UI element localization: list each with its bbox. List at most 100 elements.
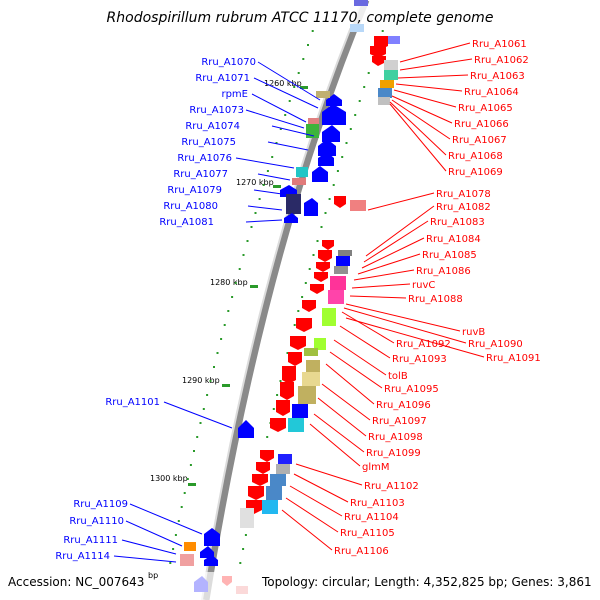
kbp-tick-mark [222, 384, 230, 387]
gene-arrow-reverse [290, 336, 306, 350]
label-connector [129, 503, 203, 535]
label-connector [309, 423, 361, 467]
gene-arrow-reverse [270, 418, 286, 432]
minor-tick-dot [238, 268, 241, 270]
minor-tick-dot [381, 30, 384, 32]
minor-tick-dot [186, 478, 189, 480]
gene-label: Rru_A1071 [195, 73, 250, 84]
label-connector [271, 125, 315, 137]
gene-arrow-reverse [310, 284, 324, 294]
gene-label: Rru_A1095 [384, 384, 439, 395]
label-connector [245, 219, 283, 223]
kbp-tick-mark [188, 483, 196, 486]
gene-label: Rru_A1066 [454, 119, 509, 130]
gene-arrow-forward [312, 166, 328, 182]
gene-label: rpmE [221, 89, 248, 100]
kbp-tick-mark [250, 285, 258, 288]
kbp-tick-label: 1260 kbp [264, 79, 302, 88]
minor-tick-dot [336, 170, 339, 172]
gene-arrow-reverse [370, 46, 386, 58]
label-connector [395, 83, 463, 92]
minor-tick-dot [258, 198, 261, 200]
gene-label: Rru_A1086 [416, 266, 471, 277]
gene-block [266, 486, 282, 500]
label-connector [345, 303, 461, 332]
gene-block [262, 500, 278, 514]
gene-label: Rru_A1093 [392, 354, 447, 365]
gene-label: Rru_A1067 [452, 135, 507, 146]
gene-arrow-forward [200, 546, 214, 558]
label-connector [345, 317, 485, 358]
gene-label: Rru_A1091 [486, 353, 541, 364]
minor-tick-dot [312, 254, 315, 256]
gene-arrow-reverse [318, 250, 332, 262]
label-connector [253, 77, 319, 109]
gene-arrow-forward [204, 528, 220, 546]
gene-label: Rru_A1080 [163, 201, 218, 212]
gene-label: Rru_A1084 [426, 234, 481, 245]
gene-arrow-reverse [314, 272, 328, 282]
gene-arrow-reverse [276, 400, 290, 416]
gene-arrow-reverse [334, 196, 346, 208]
kbp-tick-label: 1280 kbp [210, 278, 248, 287]
map-title: Rhodospirillum rubrum ATCC 11170, comple… [107, 10, 494, 26]
label-connector [357, 253, 421, 275]
gene-arrow-reverse [256, 462, 270, 474]
gene-label: Rru_A1083 [430, 217, 485, 228]
gene-arrow-reverse [248, 486, 264, 500]
gene-label: ruvC [412, 280, 435, 291]
minor-tick-dot [209, 380, 212, 382]
minor-tick-dot [183, 492, 186, 494]
gene-block [336, 256, 350, 266]
right-label-connectors [281, 42, 485, 551]
label-connector [367, 192, 435, 211]
gene-label: Rru_A1096 [376, 400, 431, 411]
kbp-tick-label: 1300 kbp [150, 474, 188, 483]
minor-tick-dot [223, 324, 226, 326]
gene-label: Rru_A1074 [185, 121, 240, 132]
gene-arrow-reverse [302, 300, 316, 312]
gene-label: glmM [362, 462, 390, 473]
label-connector [317, 397, 367, 437]
gene-block [302, 372, 320, 386]
gene-block [384, 70, 398, 80]
minor-tick-dot [234, 282, 237, 284]
gene-block [338, 250, 352, 256]
label-connector [163, 401, 233, 429]
gene-block [240, 508, 254, 528]
minor-tick-dot [231, 296, 234, 298]
gene-label: Rru_A1075 [181, 137, 236, 148]
gene-arrow-forward [304, 198, 318, 216]
kbp-tick-label: 1270 kbp [236, 178, 274, 187]
label-connector [391, 95, 453, 124]
minor-tick-dot [316, 240, 319, 242]
gene-label: Rru_A1098 [368, 432, 423, 443]
label-connector [361, 237, 425, 269]
label-connector [247, 205, 283, 211]
minor-tick-dot [216, 352, 219, 354]
label-connector [391, 99, 451, 140]
minor-tick-dot [345, 142, 348, 144]
gene-block [384, 60, 398, 70]
gene-arrow-reverse [282, 366, 296, 384]
minor-tick-dot [324, 212, 327, 214]
gene-label: Rru_A1111 [63, 535, 118, 546]
gene-arrow-forward [322, 125, 340, 142]
gene-label: Rru_A1082 [436, 202, 491, 213]
minor-tick-dot [193, 450, 195, 452]
label-connector [313, 413, 365, 453]
minor-tick-dot [311, 30, 314, 32]
gene-arrow-forward [204, 555, 218, 566]
minor-tick-dot [246, 240, 249, 242]
minor-tick-dot [367, 72, 370, 74]
minor-tick-dot [320, 226, 323, 228]
minor-tick-dot [349, 128, 352, 130]
minor-tick-dot [284, 114, 287, 116]
label-connector [321, 383, 371, 421]
minor-tick-dot [358, 100, 361, 102]
minor-tick-dot [288, 100, 291, 102]
right-gene-labels: Rru_A1061 Rru_A1062 Rru_A1063 Rru_A1064 … [334, 39, 541, 557]
minor-tick-dot [213, 366, 215, 368]
gene-block [298, 386, 316, 404]
